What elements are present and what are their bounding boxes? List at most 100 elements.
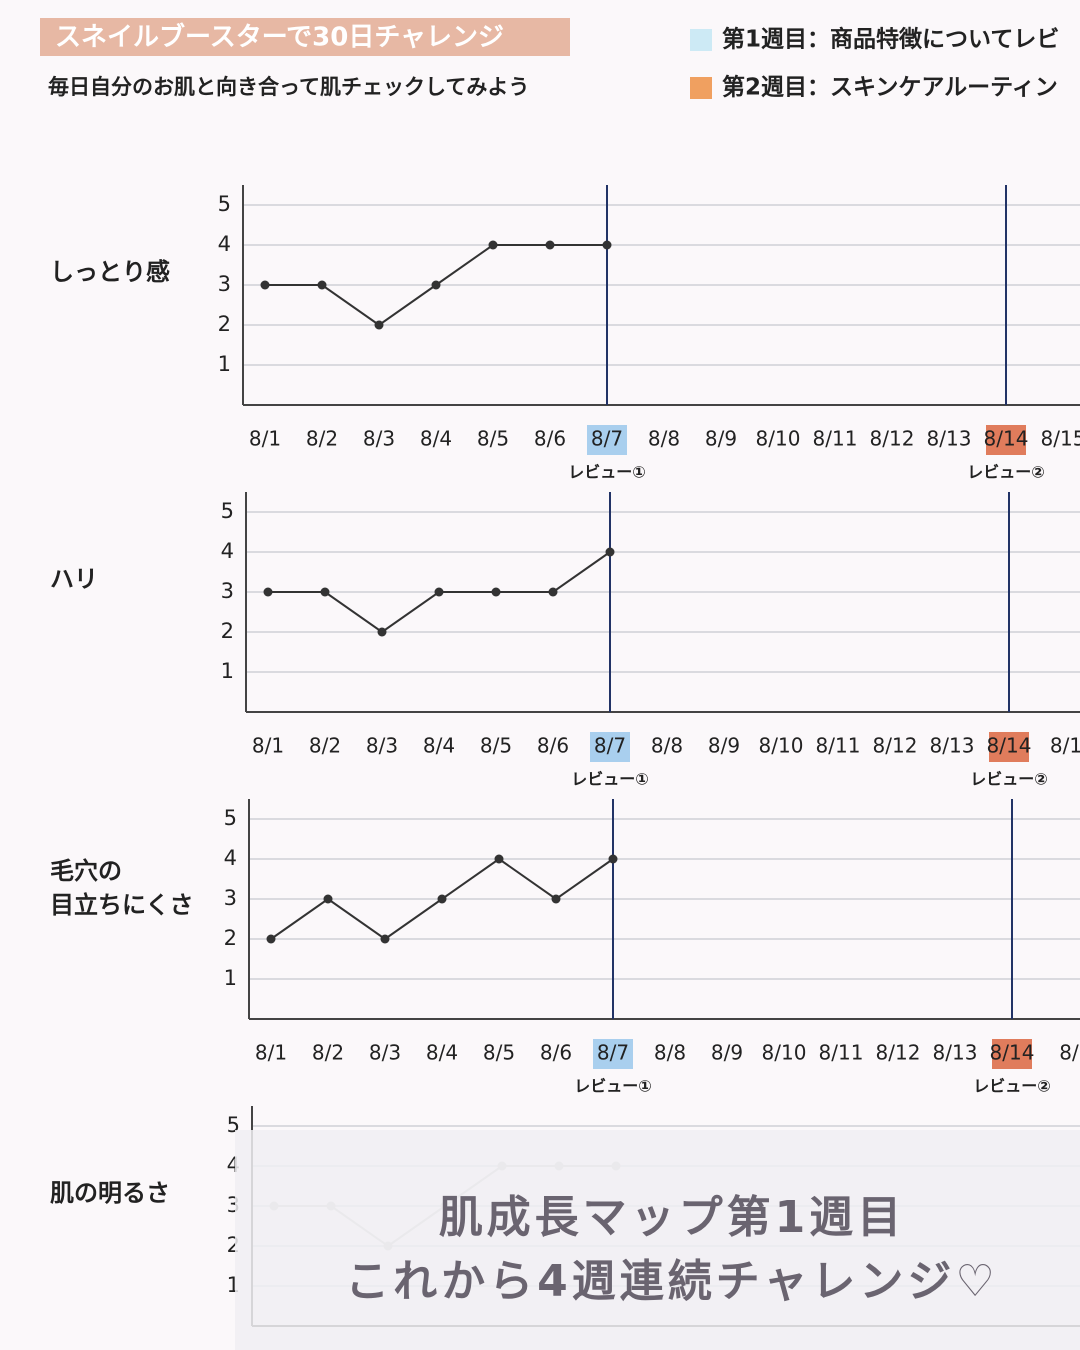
y-tick-label: 5	[224, 806, 237, 830]
y-tick-label: 1	[218, 352, 231, 376]
category-highlight	[986, 425, 1026, 455]
data-point	[380, 934, 390, 944]
legend-label: 第1週目：商品特徴についてレビ	[722, 26, 1059, 53]
x-tick-label: 8/4	[423, 734, 455, 758]
category-highlight	[590, 732, 630, 762]
x-tick-label: 8/10	[756, 427, 801, 451]
data-point	[260, 280, 270, 290]
x-tick-label: 8/14	[990, 1041, 1035, 1065]
x-tick-label: 8/8	[648, 427, 680, 451]
data-point	[323, 894, 333, 904]
category-highlight	[593, 1039, 633, 1069]
subtitle: 毎日自分のお肌と向き合って肌チェックしてみよう	[48, 75, 529, 99]
x-tick-label: 8/5	[480, 734, 512, 758]
x-tick-label: 8/9	[705, 427, 737, 451]
x-tick-label: 8/10	[759, 734, 804, 758]
data-point	[317, 280, 327, 290]
x-tick-label: 8/3	[369, 1041, 401, 1065]
data-point	[605, 547, 615, 557]
review-label: レビュー①	[574, 1077, 652, 1096]
x-tick-label: 8/1	[249, 427, 281, 451]
y-axis-label: 毛穴の 目立ちにくさ	[50, 857, 194, 919]
x-tick-label: 8/7	[597, 1041, 629, 1065]
x-tick-label: 8/6	[534, 427, 566, 451]
x-tick-label: 8/15	[1041, 427, 1080, 451]
x-tick-label: 8/12	[873, 734, 918, 758]
overlay-text: これから4週連続チャレンジ♡	[345, 1256, 999, 1307]
legend-label: 第2週目：スキンケアルーティン	[722, 74, 1058, 101]
data-point	[377, 627, 387, 637]
x-tick-label: 8/11	[813, 427, 858, 451]
x-tick-label: 8/1	[255, 1041, 287, 1065]
y-tick-label: 4	[221, 539, 234, 563]
overlay-box	[235, 1130, 1080, 1350]
data-point	[545, 240, 555, 250]
legend-swatch	[690, 77, 712, 99]
data-point	[374, 320, 384, 330]
y-tick-label: 5	[221, 499, 234, 523]
x-tick-label: 8/10	[762, 1041, 807, 1065]
x-tick-label: 8/13	[933, 1041, 978, 1065]
x-tick-label: 8/11	[816, 734, 861, 758]
y-tick-label: 3	[218, 272, 231, 296]
data-point	[431, 280, 441, 290]
category-highlight	[992, 1039, 1032, 1069]
review-label: レビュー①	[571, 770, 649, 789]
review-label: レビュー②	[967, 463, 1045, 482]
y-tick-label: 1	[221, 659, 234, 683]
x-tick-label: 8/4	[426, 1041, 458, 1065]
y-tick-label: 1	[224, 966, 237, 990]
data-point	[320, 587, 330, 597]
x-tick-label: 8/14	[984, 427, 1029, 451]
y-tick-label: 4	[218, 232, 231, 256]
category-highlight	[587, 425, 627, 455]
data-point	[263, 587, 273, 597]
x-tick-label: 8/1	[252, 734, 284, 758]
data-point	[491, 587, 501, 597]
x-tick-label: 8/2	[312, 1041, 344, 1065]
category-highlight	[989, 732, 1029, 762]
data-point	[437, 894, 447, 904]
y-tick-label: 2	[224, 926, 237, 950]
x-tick-label: 8/12	[870, 427, 915, 451]
review-label: レビュー②	[970, 770, 1048, 789]
review-label: レビュー①	[568, 463, 646, 482]
x-tick-label: 8/5	[483, 1041, 515, 1065]
data-point	[548, 587, 558, 597]
legend-swatch	[690, 29, 712, 51]
x-tick-label: 8/8	[654, 1041, 686, 1065]
y-axis-label: 肌の明るさ	[50, 1179, 170, 1207]
data-point	[494, 854, 504, 864]
x-tick-label: 8/13	[927, 427, 972, 451]
title-band	[40, 18, 570, 56]
x-tick-label: 8/5	[477, 427, 509, 451]
y-tick-label: 4	[224, 846, 237, 870]
x-tick-label: 8/9	[711, 1041, 743, 1065]
data-point	[551, 894, 561, 904]
title: スネイルブースターで30日チャレンジ	[55, 22, 504, 53]
data-point	[488, 240, 498, 250]
review-label: レビュー②	[973, 1077, 1051, 1096]
x-tick-label: 8/6	[540, 1041, 572, 1065]
x-tick-label: 8/1	[1050, 734, 1080, 758]
overlay-text: 肌成長マップ第1週目	[439, 1192, 906, 1243]
x-tick-label: 8/12	[876, 1041, 921, 1065]
x-tick-label: 8/6	[537, 734, 569, 758]
y-tick-label: 3	[224, 886, 237, 910]
y-tick-label: 5	[218, 192, 231, 216]
x-tick-label: 8/	[1059, 1041, 1079, 1065]
x-tick-label: 8/2	[306, 427, 338, 451]
y-tick-label: 3	[221, 579, 234, 603]
data-point	[434, 587, 444, 597]
x-tick-label: 8/3	[366, 734, 398, 758]
x-tick-label: 8/7	[594, 734, 626, 758]
x-tick-label: 8/14	[987, 734, 1032, 758]
x-tick-label: 8/2	[309, 734, 341, 758]
y-tick-label: 2	[218, 312, 231, 336]
y-axis-label: しっとり感	[50, 258, 170, 286]
x-tick-label: 8/4	[420, 427, 452, 451]
y-tick-label: 2	[221, 619, 234, 643]
x-tick-label: 8/9	[708, 734, 740, 758]
